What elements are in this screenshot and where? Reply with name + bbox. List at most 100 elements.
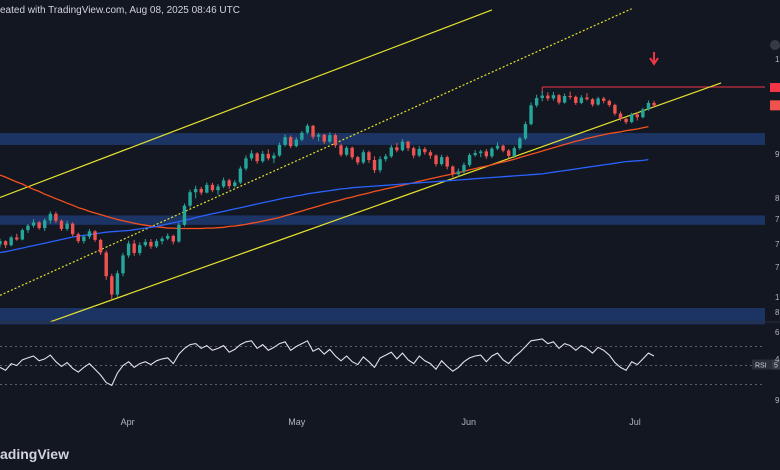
candle-down bbox=[574, 96, 578, 103]
candle-down bbox=[54, 213, 58, 221]
candle-up bbox=[182, 205, 187, 225]
candle-up bbox=[238, 168, 243, 183]
candle-up bbox=[126, 243, 131, 256]
candle-up bbox=[9, 237, 13, 246]
candle-up bbox=[87, 231, 92, 237]
y-axis-tick-label: 7 bbox=[775, 263, 780, 272]
candle-down bbox=[618, 113, 623, 119]
candle-up bbox=[305, 125, 310, 133]
y-axis-tick-label: 1 bbox=[775, 55, 780, 64]
candle-down bbox=[356, 157, 360, 163]
candle-up bbox=[43, 220, 47, 229]
candle-up bbox=[138, 245, 142, 253]
candle-down bbox=[602, 98, 606, 101]
candle-down bbox=[613, 104, 617, 114]
y-axis-tick-label: 4 bbox=[775, 355, 780, 364]
candle-up bbox=[20, 230, 25, 240]
candle-up bbox=[400, 141, 405, 151]
support-zone-3 bbox=[0, 307, 765, 325]
candle-up bbox=[249, 153, 254, 159]
candle-up bbox=[479, 151, 483, 154]
candle-down bbox=[210, 184, 215, 191]
candle-down bbox=[59, 220, 64, 229]
candle-up bbox=[389, 147, 393, 157]
candle-down bbox=[395, 147, 399, 151]
candle-up bbox=[490, 148, 494, 157]
candle-down bbox=[546, 95, 550, 99]
y-axis-tick-label: 7 bbox=[775, 240, 780, 249]
candle-down bbox=[406, 141, 410, 149]
candle-up bbox=[646, 102, 651, 110]
candle-down bbox=[3, 241, 8, 246]
candle-up bbox=[216, 186, 220, 191]
rsi-label-text: RSI bbox=[755, 363, 767, 370]
candle-up bbox=[344, 147, 349, 155]
candle-down bbox=[311, 125, 315, 137]
candle-down bbox=[110, 276, 114, 295]
candle-down bbox=[367, 152, 371, 160]
candle-up bbox=[529, 105, 533, 125]
candle-up bbox=[551, 95, 556, 99]
candle-up bbox=[512, 148, 516, 156]
chart-attribution-text: eated with TradingView.com, Aug 08, 2025… bbox=[0, 5, 240, 16]
candle-up bbox=[378, 159, 382, 171]
candle-down bbox=[568, 95, 572, 97]
candle-down bbox=[585, 97, 589, 100]
candle-up bbox=[456, 171, 461, 175]
candle-up bbox=[177, 224, 181, 242]
candle-up bbox=[417, 148, 421, 156]
alert-badge bbox=[770, 40, 780, 50]
candle-up bbox=[48, 213, 53, 221]
candle-up bbox=[384, 156, 388, 160]
candle-down bbox=[607, 100, 612, 105]
y-axis-tick-label: 9 bbox=[775, 396, 780, 405]
candle-up bbox=[272, 155, 276, 159]
y-axis-tick-label: 8 bbox=[775, 194, 780, 203]
candle-up bbox=[579, 97, 584, 103]
moving-average-line-1 bbox=[0, 125, 649, 230]
candle-up bbox=[26, 225, 30, 231]
y-axis-tick-label: 8 bbox=[775, 308, 780, 317]
candle-down bbox=[484, 151, 489, 157]
y-axis-tick-label: 9 bbox=[775, 150, 780, 159]
candle-down bbox=[322, 134, 326, 142]
candle-up bbox=[31, 222, 36, 226]
candle-down bbox=[624, 118, 628, 123]
candle-up bbox=[523, 124, 528, 139]
x-axis-month-label: Apr bbox=[121, 417, 135, 427]
candle-up bbox=[65, 223, 69, 229]
candle-down bbox=[411, 148, 416, 156]
candle-up bbox=[518, 138, 522, 149]
rsi-value-text: 5 bbox=[774, 363, 778, 370]
candle-down bbox=[501, 145, 505, 151]
candle-up bbox=[562, 95, 567, 103]
candle-down bbox=[339, 145, 343, 155]
candle-up bbox=[143, 241, 148, 246]
candle-up bbox=[540, 95, 544, 99]
candle-down bbox=[423, 148, 427, 153]
candle-up bbox=[629, 114, 634, 123]
candle-down bbox=[506, 150, 511, 156]
rsi-label-box bbox=[752, 359, 772, 370]
candle-up bbox=[277, 144, 282, 156]
candle-up bbox=[160, 238, 164, 242]
candle-up bbox=[82, 236, 86, 242]
candle-down bbox=[76, 234, 80, 242]
candle-down bbox=[132, 243, 136, 253]
channel-upper-line bbox=[0, 9, 493, 199]
candle-down bbox=[372, 159, 377, 171]
candle-down bbox=[199, 188, 203, 193]
candle-down bbox=[37, 222, 41, 229]
candle-down bbox=[451, 166, 455, 175]
candle-up bbox=[283, 137, 287, 145]
candle-down bbox=[590, 99, 595, 105]
candle-up bbox=[0, 241, 2, 245]
y-axis-tick-label: 1 bbox=[775, 293, 780, 302]
down-arrow-annotation bbox=[649, 57, 659, 66]
support-zone-2 bbox=[0, 215, 765, 225]
rsi-line bbox=[0, 338, 655, 387]
chart-footer: adingView bbox=[0, 432, 780, 470]
candle-up bbox=[467, 155, 472, 165]
